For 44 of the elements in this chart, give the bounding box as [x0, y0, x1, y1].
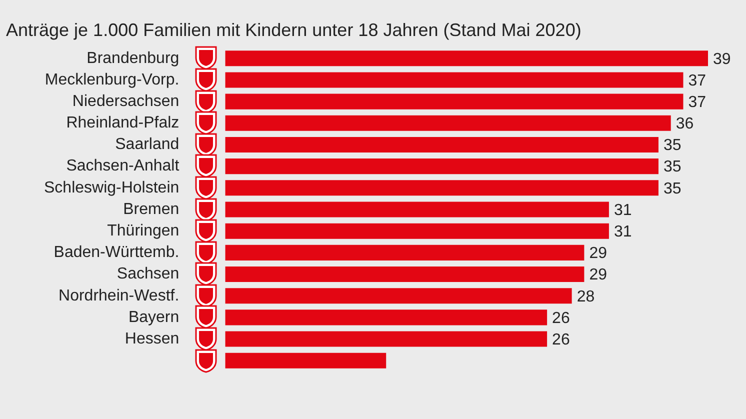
bar: [225, 266, 584, 282]
y-tick-label: Bremen: [123, 200, 180, 218]
bar: [225, 72, 684, 88]
y-tick-label: Niedersachsen: [72, 92, 180, 110]
data-label: 35: [663, 180, 682, 198]
data-label: 35: [663, 137, 682, 154]
bar: [225, 202, 609, 218]
y-tick-label: Schleswig-Holstein: [44, 179, 180, 196]
y-tick-label: Brandenburg: [86, 50, 180, 67]
bar: [225, 180, 658, 196]
data-label: 35: [663, 158, 682, 176]
data-label: 31: [614, 202, 632, 219]
chart-title: Anträge je 1.000 Familien mit Kindern unter 18 Jahren (Stand Mai 2020): [6, 20, 582, 40]
bar: [225, 136, 658, 153]
y-tick-label: Rheinland-Pfalz: [66, 114, 180, 132]
data-label: 29: [589, 266, 608, 284]
bar: [225, 94, 684, 110]
data-label: 37: [688, 72, 706, 90]
y-tick-label: Bayern: [128, 308, 180, 326]
data-label: 28: [576, 288, 595, 306]
y-tick-label: Saarland: [115, 136, 180, 154]
bar: [225, 244, 584, 260]
y-tick-label: Baden-Württemb.: [54, 244, 180, 262]
bar: [225, 50, 708, 66]
bar: [225, 310, 548, 326]
data-label: 37: [688, 94, 706, 111]
data-label: 26: [552, 310, 570, 327]
bar: [225, 223, 609, 239]
y-tick-label: Hessen: [124, 330, 180, 348]
y-tick-label: Mecklenburg-Vorp.: [44, 71, 180, 88]
bar: [225, 115, 671, 131]
bar: [225, 331, 548, 347]
data-label: 39: [713, 50, 731, 68]
bar: [225, 288, 572, 304]
bar: [225, 352, 386, 368]
y-tick-label: Sachsen-Anhalt: [66, 158, 180, 175]
data-label: 36: [676, 116, 694, 133]
y-tick-label: Sachsen: [116, 266, 180, 283]
data-label: 31: [614, 223, 632, 240]
data-label: 29: [589, 245, 608, 262]
y-tick-label: Thüringen: [107, 222, 180, 240]
data-label: 26: [552, 331, 570, 348]
y-tick-label: Nordrhein-Westf.: [58, 287, 180, 304]
bar: [225, 158, 658, 174]
